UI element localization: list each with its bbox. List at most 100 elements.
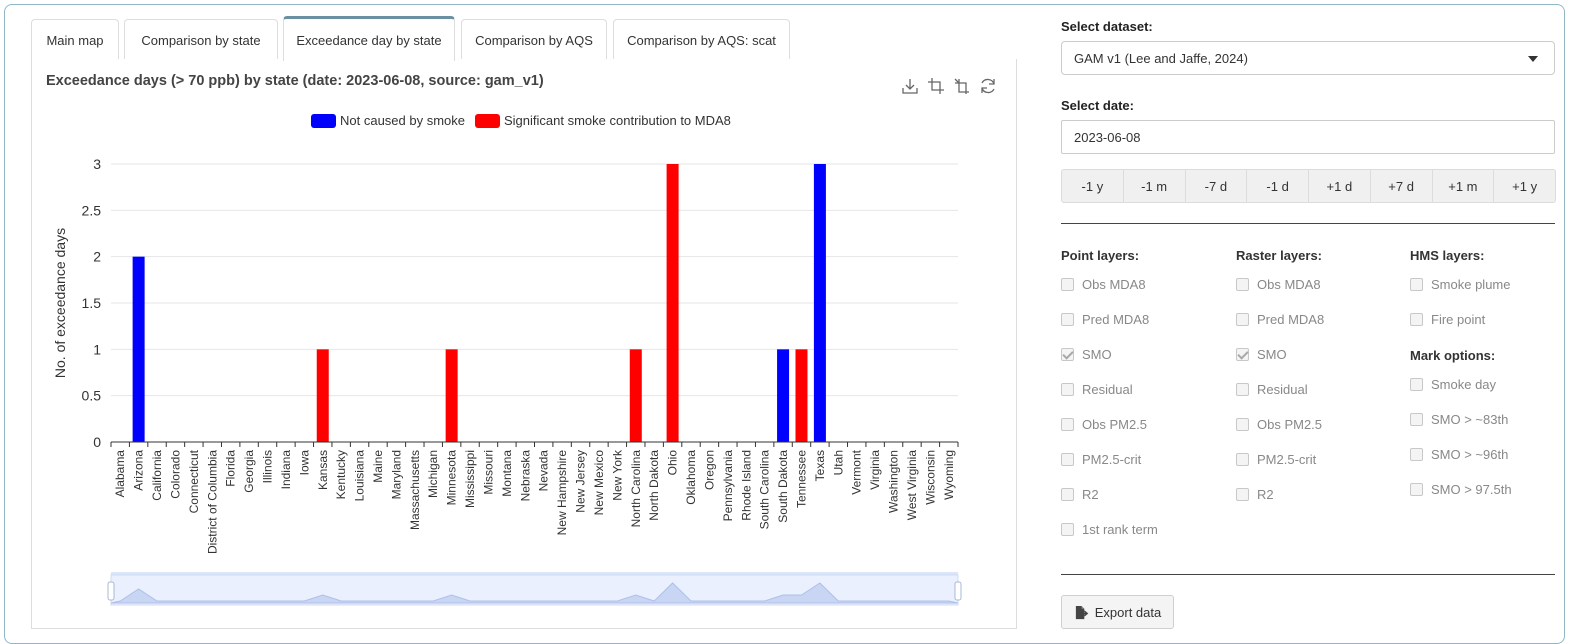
raster-obs-pm2-5-checkbox[interactable]: [1236, 417, 1249, 431]
bar-south-dakota[interactable]: [777, 349, 790, 442]
export-data-button[interactable]: Export data: [1061, 595, 1174, 629]
raster-r2-checkbox[interactable]: [1236, 487, 1249, 501]
mark-smo-83th-checkbox[interactable]: [1410, 412, 1423, 426]
x-tick-label: Virginia: [868, 450, 882, 490]
tab-comparison-by-aqs-scat[interactable]: Comparison by AQS: scat: [613, 19, 790, 61]
caret-down-icon: [1528, 56, 1538, 62]
x-tick-label: Kentucky: [334, 450, 348, 499]
mark-smo-96th-checkbox-row[interactable]: SMO > ~96th: [1410, 445, 1508, 463]
bar-north-carolina[interactable]: [629, 349, 642, 442]
y-tick-label: 0.5: [82, 388, 102, 404]
legend-swatch[interactable]: [311, 114, 336, 128]
raster-smo-checkbox[interactable]: [1236, 347, 1249, 361]
raster-pred-mda8-label: Pred MDA8: [1257, 311, 1325, 327]
download-icon[interactable]: [900, 76, 920, 96]
x-tick-label: Pennsylvania: [721, 450, 735, 522]
bar-arizona[interactable]: [132, 256, 145, 442]
restore-icon[interactable]: [978, 76, 998, 96]
point-obs-pm2-5-label: Obs PM2.5: [1082, 416, 1148, 432]
data-zoom-right-handle[interactable]: [954, 581, 962, 601]
legend-label[interactable]: Not caused by smoke: [340, 113, 465, 128]
point-smo-checkbox-row[interactable]: SMO: [1061, 345, 1112, 363]
x-tick-label: Vermont: [850, 449, 864, 494]
zoom-reset-icon[interactable]: [952, 76, 972, 96]
point-1st-rank-term-checkbox-row[interactable]: 1st rank term: [1061, 520, 1158, 538]
x-tick-label: Colorado: [168, 450, 182, 499]
y-tick-label: 2.5: [82, 202, 102, 218]
raster-obs-pm2-5-checkbox-row[interactable]: Obs PM2.5: [1236, 415, 1322, 433]
point-r2-checkbox[interactable]: [1061, 487, 1074, 501]
tab-exceedance-day-by-state[interactable]: Exceedance day by state: [283, 16, 455, 61]
mark-smoke-day-checkbox-row[interactable]: Smoke day: [1410, 375, 1496, 393]
x-tick-label: Ohio: [666, 450, 680, 476]
bar-tennessee[interactable]: [795, 349, 808, 442]
date-input[interactable]: [1061, 120, 1555, 154]
point-pm2-5-crit-checkbox-row[interactable]: PM2.5-crit: [1061, 450, 1141, 468]
bar-ohio[interactable]: [666, 164, 679, 442]
x-tick-label: Illinois: [261, 450, 275, 483]
point-pred-mda8-checkbox-row[interactable]: Pred MDA8: [1061, 310, 1149, 328]
legend-label[interactable]: Significant smoke contribution to MDA8: [504, 113, 731, 128]
date-step-minus1y-button[interactable]: -1 y: [1061, 169, 1124, 203]
point-r2-checkbox-row[interactable]: R2: [1061, 485, 1099, 503]
point-pred-mda8-checkbox[interactable]: [1061, 312, 1074, 326]
x-tick-label: Missouri: [481, 450, 495, 495]
raster-pm2-5-crit-checkbox[interactable]: [1236, 452, 1249, 466]
raster-obs-mda8-checkbox-row[interactable]: Obs MDA8: [1236, 275, 1321, 293]
mark-smo-96th-checkbox[interactable]: [1410, 447, 1423, 461]
legend-swatch[interactable]: [475, 114, 500, 128]
tab-main-map[interactable]: Main map: [31, 19, 119, 61]
zoom-icon[interactable]: [926, 76, 946, 96]
data-zoom-left-handle[interactable]: [107, 581, 115, 601]
data-zoom-preview: [110, 582, 959, 604]
dataset-select[interactable]: GAM v1 (Lee and Jaffe, 2024): [1061, 41, 1555, 75]
point-obs-pm2-5-checkbox-row[interactable]: Obs PM2.5: [1061, 415, 1147, 433]
point-obs-mda8-checkbox[interactable]: [1061, 277, 1074, 291]
bar-kansas[interactable]: [316, 349, 329, 442]
x-tick-label: North Dakota: [647, 450, 661, 521]
date-step-plus1m-button[interactable]: +1 m: [1431, 169, 1495, 203]
raster-pred-mda8-checkbox[interactable]: [1236, 312, 1249, 326]
tab-comparison-by-aqs[interactable]: Comparison by AQS: [461, 19, 607, 61]
date-step-minus1m-button[interactable]: -1 m: [1122, 169, 1186, 203]
x-tick-label: Indiana: [279, 450, 293, 490]
raster-pred-mda8-checkbox-row[interactable]: Pred MDA8: [1236, 310, 1324, 328]
hms-smoke-plume-checkbox-row[interactable]: Smoke plume: [1410, 275, 1510, 293]
chart-title: Exceedance days (> 70 ppb) by state (dat…: [46, 73, 544, 89]
raster-smo-label: SMO: [1257, 346, 1287, 362]
date-step-plus1y-button[interactable]: +1 y: [1493, 169, 1556, 203]
point-obs-pm2-5-checkbox[interactable]: [1061, 417, 1074, 431]
point-residual-checkbox-row[interactable]: Residual: [1061, 380, 1133, 398]
date-step-plus7d-button[interactable]: +7 d: [1369, 169, 1433, 203]
raster-obs-pm2-5-label: Obs PM2.5: [1257, 416, 1323, 432]
point-pm2-5-crit-label: PM2.5-crit: [1082, 451, 1142, 467]
date-step-plus1d-button[interactable]: +1 d: [1308, 169, 1371, 203]
mark-smo-83th-checkbox-row[interactable]: SMO > ~83th: [1410, 410, 1508, 428]
date-step-minus7d-button[interactable]: -7 d: [1184, 169, 1248, 203]
bar-texas[interactable]: [813, 164, 826, 442]
raster-smo-checkbox-row[interactable]: SMO: [1236, 345, 1287, 363]
raster-residual-checkbox-row[interactable]: Residual: [1236, 380, 1308, 398]
point-pm2-5-crit-checkbox[interactable]: [1061, 452, 1074, 466]
raster-r2-checkbox-row[interactable]: R2: [1236, 485, 1274, 503]
point-smo-checkbox[interactable]: [1061, 347, 1074, 361]
mark-smo-97-5th-checkbox[interactable]: [1410, 482, 1423, 496]
mark-smoke-day-checkbox[interactable]: [1410, 377, 1423, 391]
hms-fire-point-checkbox-row[interactable]: Fire point: [1410, 310, 1485, 328]
point-layers-heading: Point layers:: [1061, 248, 1140, 263]
raster-obs-mda8-checkbox[interactable]: [1236, 277, 1249, 291]
date-step-buttons: -1 y -1 m -7 d -1 d +1 d +7 d +1 m +1 y: [1061, 169, 1556, 203]
point-residual-checkbox[interactable]: [1061, 382, 1074, 396]
hms-smoke-plume-checkbox[interactable]: [1410, 277, 1423, 291]
mark-smo-97-5th-checkbox-row[interactable]: SMO > 97.5th: [1410, 480, 1512, 498]
raster-residual-checkbox[interactable]: [1236, 382, 1249, 396]
tab-comparison-by-state[interactable]: Comparison by state: [124, 19, 278, 61]
raster-pm2-5-crit-checkbox-row[interactable]: PM2.5-crit: [1236, 450, 1316, 468]
date-step-minus1d-button[interactable]: -1 d: [1246, 169, 1309, 203]
mark-smoke-day-label: Smoke day: [1431, 376, 1497, 392]
point-obs-mda8-checkbox-row[interactable]: Obs MDA8: [1061, 275, 1146, 293]
x-tick-label: Connecticut: [187, 449, 201, 513]
bar-minnesota[interactable]: [445, 349, 458, 442]
hms-fire-point-checkbox[interactable]: [1410, 312, 1423, 326]
point-1st-rank-term-checkbox[interactable]: [1061, 522, 1074, 536]
